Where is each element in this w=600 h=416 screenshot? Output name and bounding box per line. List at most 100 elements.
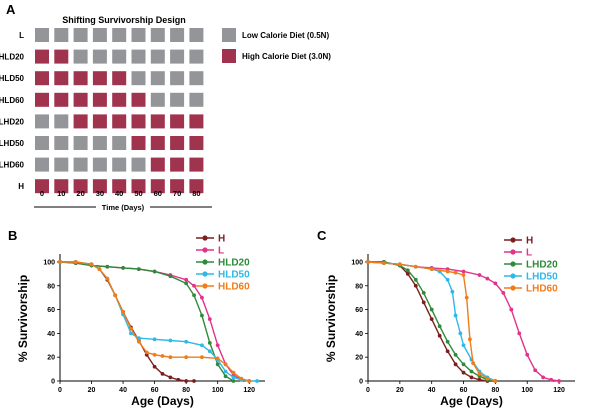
- design-cell: [170, 114, 185, 129]
- data-point: [200, 343, 204, 348]
- series-lhd60: [366, 260, 498, 383]
- y-tick-label: 40: [47, 331, 55, 338]
- data-point: [129, 326, 133, 331]
- row-label-lhd60: LHD60: [0, 161, 25, 170]
- design-cell: [150, 28, 165, 42]
- data-point: [136, 339, 141, 344]
- series-line-lhd50: [367, 261, 496, 382]
- data-point: [207, 317, 212, 321]
- legend-label-hld60: HLD60: [218, 282, 250, 293]
- data-point: [493, 379, 498, 383]
- legend-marker: [202, 283, 208, 289]
- panel-a-letter: A: [6, 2, 16, 17]
- data-point: [421, 300, 426, 305]
- data-point: [184, 277, 189, 282]
- series-hld60: [58, 260, 252, 383]
- y-tick-label: 100: [351, 259, 363, 266]
- design-cell: [54, 136, 69, 150]
- design-cell: [131, 114, 146, 129]
- design-cell: [189, 49, 204, 64]
- data-point: [485, 376, 490, 381]
- design-cell: [92, 28, 107, 42]
- time-axis: 0 10 20 30 40 50 60 70 80: [40, 189, 201, 198]
- data-point: [192, 293, 196, 298]
- legend-label-h: H: [218, 234, 225, 245]
- data-point: [453, 352, 458, 357]
- data-point: [453, 270, 458, 275]
- design-cell: [54, 157, 69, 172]
- row-label-hld20: HLD20: [0, 53, 25, 62]
- data-point: [223, 369, 228, 374]
- design-cell: [189, 179, 204, 194]
- data-point: [458, 331, 463, 336]
- data-point: [464, 295, 469, 300]
- row-label-lhd20: LHD20: [0, 117, 25, 126]
- series-lhd20: [366, 260, 498, 383]
- x-tick-label: 60: [460, 387, 468, 394]
- design-cell: [112, 71, 127, 86]
- data-point: [152, 352, 157, 357]
- data-point: [468, 337, 472, 342]
- data-point: [461, 269, 466, 274]
- data-point: [223, 374, 228, 379]
- design-cell: [35, 157, 49, 172]
- data-point: [501, 291, 506, 295]
- data-point: [437, 324, 442, 329]
- design-cell: [150, 136, 165, 150]
- y-tick-label: 0: [359, 379, 363, 386]
- data-point: [453, 313, 458, 318]
- legend-label-lhd50: LHD50: [526, 272, 558, 283]
- design-cell: [73, 28, 88, 42]
- data-point: [493, 281, 498, 286]
- design-cell: [170, 179, 185, 194]
- data-point: [168, 338, 173, 343]
- data-point: [445, 277, 450, 282]
- data-point: [121, 266, 125, 270]
- data-point: [477, 371, 482, 376]
- x-axis-title: Age (Days): [131, 394, 194, 408]
- data-point: [445, 339, 450, 344]
- data-point: [461, 273, 466, 277]
- design-cell: [92, 114, 107, 129]
- x-tick-label: 80: [182, 387, 190, 394]
- legend-label-l: L: [218, 246, 224, 257]
- design-cell: [35, 179, 49, 194]
- design-cell: [92, 92, 107, 107]
- legend-marker: [510, 261, 516, 267]
- design-cell: [131, 28, 146, 42]
- data-point: [557, 379, 561, 383]
- design-cell: [112, 49, 127, 64]
- legend-label-l: L: [526, 248, 532, 259]
- design-cell: [170, 157, 185, 172]
- design-cell: [170, 28, 185, 42]
- data-point: [184, 339, 189, 344]
- design-cell: [170, 136, 185, 150]
- data-point: [247, 379, 252, 383]
- data-point: [184, 281, 189, 286]
- data-point: [200, 313, 204, 318]
- design-cell: [150, 71, 165, 86]
- x-tick-label: 40: [428, 387, 436, 394]
- design-cell: [150, 92, 165, 107]
- x-tick-label: 60: [151, 387, 159, 394]
- legend-label-low: Low Calorie Diet (0.5N): [242, 31, 329, 40]
- design-cell: [170, 49, 185, 64]
- design-title: Shifting Survivorship Design: [62, 15, 186, 25]
- data-point: [200, 355, 204, 360]
- data-point: [231, 375, 236, 380]
- design-cell: [35, 114, 49, 129]
- legend-marker: [510, 249, 516, 255]
- data-point: [525, 352, 530, 357]
- y-tick-label: 20: [47, 355, 55, 362]
- legend-marker: [202, 247, 208, 253]
- data-point: [184, 379, 189, 383]
- time-tick-label: 50: [134, 189, 142, 198]
- legend-label-hld20: HLD20: [218, 258, 250, 269]
- data-point: [152, 269, 157, 274]
- design-cell: [131, 136, 146, 150]
- y-tick-label: 60: [355, 307, 363, 314]
- design-cell: [131, 179, 146, 194]
- panel-b-letter: B: [8, 228, 17, 243]
- data-point: [207, 341, 212, 345]
- design-cell: [54, 179, 69, 194]
